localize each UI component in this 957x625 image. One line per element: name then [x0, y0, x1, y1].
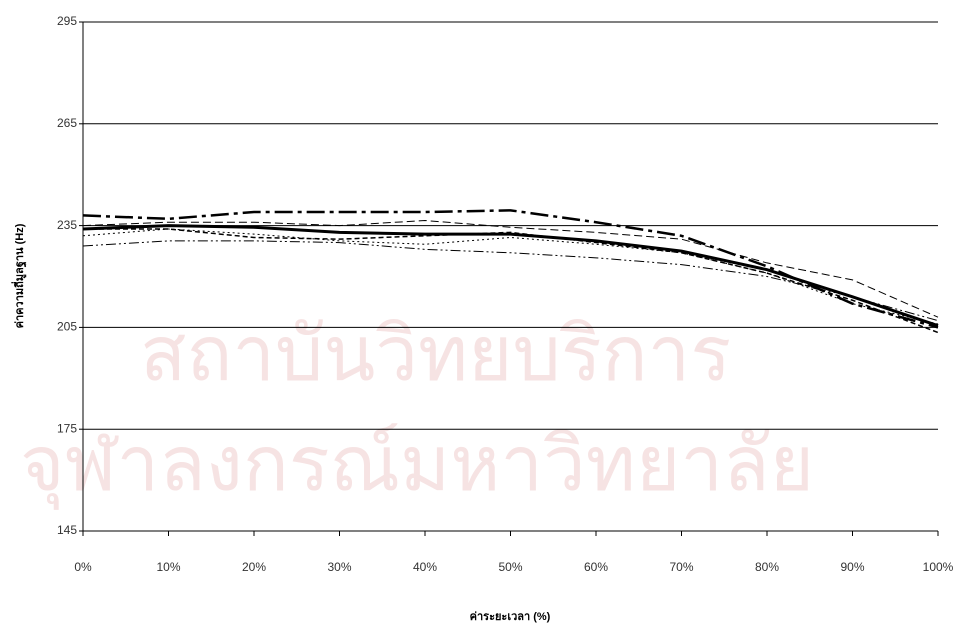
- x-tick-label: 10%: [156, 560, 180, 574]
- x-tick-label: 0%: [74, 560, 92, 574]
- series-line: [83, 228, 939, 334]
- y-tick-label: 295: [57, 14, 77, 28]
- series-line: [82, 228, 939, 325]
- x-tick-label: 60%: [584, 560, 608, 574]
- y-axis-title: ค่าความถี่มูลฐาน (Hz): [11, 223, 27, 328]
- x-axis-title: ค่าระยะเวลา (%): [470, 611, 551, 623]
- x-tick-label: 100%: [923, 560, 954, 574]
- y-tick-label: 235: [57, 218, 77, 232]
- x-tick-label: 20%: [242, 560, 266, 574]
- series-line: [82, 209, 939, 329]
- y-tick-label: 175: [57, 421, 77, 435]
- watermark: จุฬาลงกรณ์มหาวิทยาลัย: [20, 422, 814, 510]
- x-tick-label: 30%: [327, 560, 351, 574]
- watermark: สถาบันวิทยบริการ: [140, 312, 731, 397]
- x-tick-label: 90%: [840, 560, 864, 574]
- y-tick-label: 205: [57, 320, 77, 334]
- x-tick-label: 80%: [755, 560, 779, 574]
- series-line: [82, 224, 939, 328]
- y-tick-label: 145: [57, 523, 77, 537]
- y-tick-label: 265: [57, 116, 77, 130]
- x-tick-label: 50%: [498, 560, 522, 574]
- x-tick-label: 70%: [669, 560, 693, 574]
- x-tick-label: 40%: [413, 560, 437, 574]
- series-line: [82, 240, 939, 322]
